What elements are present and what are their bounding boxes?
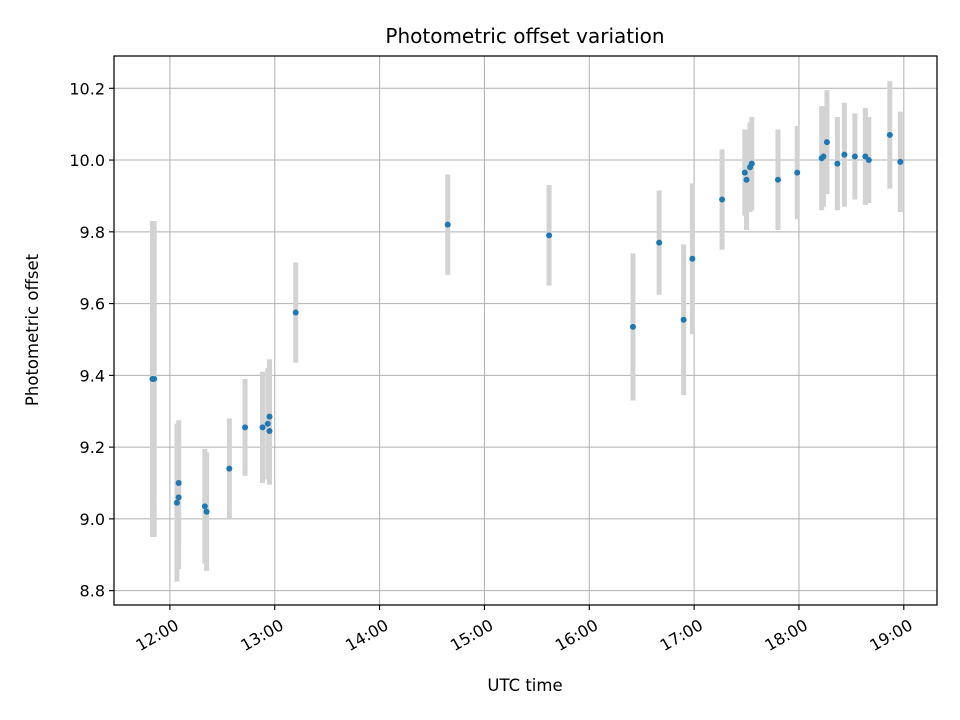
data-point <box>656 239 663 246</box>
data-point <box>175 480 182 486</box>
data-point <box>546 232 553 239</box>
y-tick-label: 9.0 <box>80 510 105 529</box>
y-tick-label: 10.2 <box>69 79 105 98</box>
data-point <box>264 420 271 427</box>
data-point <box>259 424 266 431</box>
data-point <box>203 508 210 515</box>
data-points <box>149 131 904 515</box>
chart-title: Photometric offset variation <box>385 24 664 48</box>
data-point <box>242 424 249 431</box>
plot-frame <box>113 55 938 606</box>
data-point <box>680 316 687 323</box>
data-point <box>886 131 893 138</box>
data-point <box>444 221 451 228</box>
data-point <box>820 153 827 160</box>
x-axis-label: UTC time <box>487 676 562 695</box>
data-point <box>689 255 696 262</box>
data-point <box>834 160 841 167</box>
y-tick-label: 9.2 <box>80 438 105 457</box>
y-tick-label: 9.6 <box>80 295 105 314</box>
data-point <box>719 196 726 203</box>
data-point <box>629 323 636 330</box>
data-point <box>266 427 273 434</box>
y-tick-label: 9.4 <box>80 366 105 385</box>
data-point <box>794 169 801 176</box>
data-point <box>748 160 755 167</box>
data-point <box>897 158 904 165</box>
data-point <box>841 151 848 158</box>
y-tick-label: 10.0 <box>69 151 105 170</box>
data-point <box>865 157 872 164</box>
data-point <box>774 176 781 183</box>
data-point <box>292 309 299 316</box>
data-point <box>201 503 208 510</box>
y-axis: 8.8 9.0 9.2 9.4 9.6 9.8 10.0 10.2 <box>69 79 114 601</box>
data-point <box>151 375 158 382</box>
data-point <box>741 169 748 176</box>
data-point <box>743 176 750 183</box>
data-point <box>226 465 233 472</box>
data-point <box>175 494 182 501</box>
data-point <box>851 153 858 160</box>
data-point <box>266 413 273 420</box>
data-point <box>823 139 830 146</box>
y-axis-label: Photometric offset <box>23 253 42 406</box>
data-point <box>173 499 180 506</box>
y-tick-label: 8.8 <box>80 582 105 601</box>
y-tick-label: 9.8 <box>80 223 105 242</box>
